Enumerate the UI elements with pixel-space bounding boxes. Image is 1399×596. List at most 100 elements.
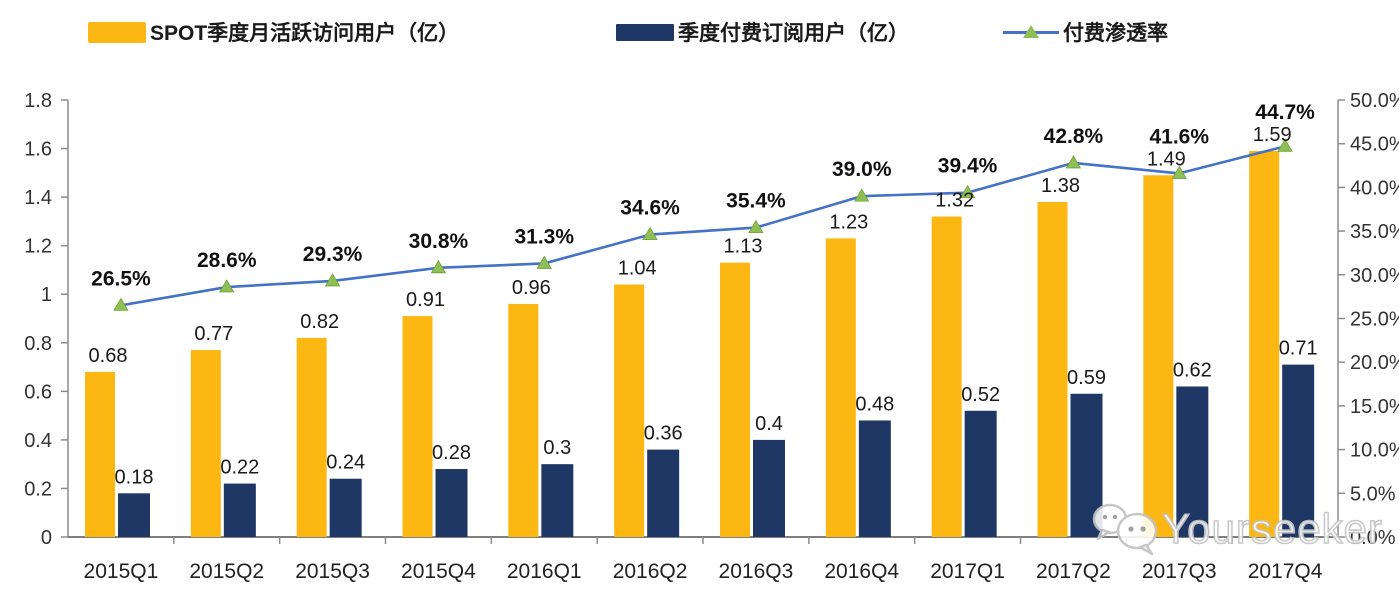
left-axis-tick-label: 0.4 bbox=[24, 430, 52, 452]
subscribers-bar bbox=[435, 469, 468, 537]
legend-item-penetration: 付费渗透率 bbox=[1003, 14, 1168, 50]
x-axis-category-label: 2016Q2 bbox=[613, 560, 688, 583]
subscribers-bar-label: 0.59 bbox=[1067, 367, 1106, 389]
left-axis-tick-label: 1.2 bbox=[24, 236, 52, 258]
legend: SPOT季度月活跃访问用户（亿） 季度付费订阅用户（亿） 付费渗透率 bbox=[0, 14, 1399, 54]
penetration-marker-icon bbox=[1277, 138, 1293, 152]
left-axis-tick-label: 0.2 bbox=[24, 478, 52, 500]
penetration-pct-label: 35.4% bbox=[726, 190, 786, 213]
mau-bar bbox=[1143, 175, 1174, 537]
mau-bar bbox=[296, 337, 327, 537]
right-axis-tick-label: 20.0% bbox=[1350, 352, 1399, 374]
penetration-marker-icon bbox=[642, 226, 658, 240]
triangle-marker-icon bbox=[1023, 24, 1039, 38]
mau-bar bbox=[614, 284, 645, 537]
penetration-marker-icon bbox=[324, 273, 341, 287]
subscribers-bar-label: 0.62 bbox=[1173, 359, 1212, 381]
subscribers-bar-label: 0.71 bbox=[1279, 338, 1318, 360]
right-axis-tick-label: 10.0% bbox=[1350, 440, 1399, 462]
legend-item-mau: SPOT季度月活跃访问用户（亿） bbox=[88, 14, 459, 50]
x-axis-category-label: 2015Q1 bbox=[84, 560, 159, 583]
mau-bar-label: 1.04 bbox=[618, 258, 657, 280]
subscribers-bar bbox=[541, 464, 574, 537]
right-axis-tick-label: 30.0% bbox=[1350, 265, 1399, 287]
left-axis-tick-label: 1.6 bbox=[24, 139, 52, 161]
subscribers-bar bbox=[964, 410, 997, 537]
mau-bar bbox=[85, 371, 115, 537]
mau-bar-label: 0.77 bbox=[194, 323, 233, 345]
subscribers-bar-label: 0.4 bbox=[755, 413, 783, 435]
x-axis-category-label: 2017Q2 bbox=[1036, 560, 1111, 583]
penetration-line-swatch bbox=[1003, 22, 1059, 43]
penetration-marker-icon bbox=[219, 279, 235, 293]
left-axis-tick-label: 1 bbox=[41, 284, 52, 306]
penetration-pct-label: 41.6% bbox=[1149, 125, 1209, 148]
mau-bar-label: 0.91 bbox=[406, 289, 445, 311]
legend-label-penetration: 付费渗透率 bbox=[1063, 22, 1168, 45]
subscribers-bar-label: 0.28 bbox=[432, 442, 471, 464]
penetration-pct-label: 34.6% bbox=[620, 197, 680, 220]
subscribers-bar bbox=[329, 478, 362, 537]
x-axis-category-label: 2017Q4 bbox=[1248, 560, 1323, 583]
penetration-pct-label: 26.5% bbox=[91, 267, 151, 290]
mau-bar-label: 1.32 bbox=[935, 190, 974, 212]
x-axis-category-label: 2017Q1 bbox=[930, 560, 1005, 583]
right-axis-tick-label: 5.0% bbox=[1350, 483, 1396, 505]
right-axis-tick-label: 25.0% bbox=[1350, 309, 1399, 331]
left-axis-tick-label: 0 bbox=[41, 527, 52, 549]
subscribers-bar bbox=[118, 493, 150, 537]
right-axis-tick-label: 0.0% bbox=[1350, 527, 1396, 549]
mau-bar-label: 1.23 bbox=[829, 211, 868, 233]
penetration-pct-label: 31.3% bbox=[514, 225, 574, 248]
subscribers-bar bbox=[1070, 393, 1103, 537]
penetration-pct-label: 42.8% bbox=[1044, 125, 1104, 148]
penetration-pct-label: 30.8% bbox=[409, 230, 469, 253]
penetration-marker-icon bbox=[1065, 155, 1082, 169]
subscribers-bar bbox=[647, 449, 680, 537]
left-axis-tick-label: 0.8 bbox=[24, 333, 52, 355]
subscribers-bar bbox=[753, 439, 785, 537]
mau-bar bbox=[508, 303, 539, 537]
mau-bar-label: 0.96 bbox=[512, 277, 551, 299]
right-axis-tick-label: 35.0% bbox=[1350, 221, 1399, 243]
subscribers-bar-label: 0.52 bbox=[961, 384, 1000, 406]
penetration-marker-icon bbox=[536, 255, 552, 269]
penetration-marker-icon bbox=[1171, 165, 1187, 179]
mau-bar-label: 0.68 bbox=[89, 345, 128, 367]
x-axis-category-label: 2015Q4 bbox=[401, 560, 476, 583]
x-axis-category-label: 2015Q2 bbox=[189, 560, 264, 583]
subscribers-bar bbox=[858, 420, 891, 537]
x-axis-category-label: 2016Q3 bbox=[719, 560, 794, 583]
penetration-pct-label: 44.7% bbox=[1255, 101, 1315, 124]
x-axis-category-label: 2016Q1 bbox=[507, 560, 582, 583]
subscribers-bar bbox=[1176, 386, 1209, 537]
penetration-pct-label: 39.0% bbox=[832, 158, 892, 181]
subscribers-bar-label: 0.22 bbox=[220, 457, 259, 479]
mau-bar-swatch bbox=[88, 21, 146, 43]
subscribers-bar-swatch bbox=[616, 23, 674, 41]
subscribers-bar-label: 0.3 bbox=[543, 437, 571, 459]
subscribers-bar-label: 0.24 bbox=[326, 452, 365, 474]
legend-label-subscribers: 季度付费订阅用户（亿） bbox=[678, 22, 909, 45]
penetration-pct-label: 28.6% bbox=[197, 249, 257, 272]
penetration-pct-label: 29.3% bbox=[303, 243, 363, 266]
penetration-pct-label: 39.4% bbox=[938, 155, 998, 178]
mau-bar-label: 1.38 bbox=[1041, 175, 1080, 197]
subscribers-bar bbox=[1282, 364, 1315, 537]
left-axis-tick-label: 1.4 bbox=[24, 187, 52, 209]
mau-bar bbox=[931, 216, 962, 538]
x-axis-category-label: 2017Q3 bbox=[1142, 560, 1217, 583]
right-axis-tick-label: 45.0% bbox=[1350, 134, 1399, 156]
right-axis-tick-label: 15.0% bbox=[1350, 396, 1399, 418]
penetration-marker-icon bbox=[959, 184, 976, 199]
mau-bar bbox=[1037, 201, 1068, 537]
subscribers-bar-label: 0.48 bbox=[855, 393, 894, 415]
penetration-marker-icon bbox=[748, 219, 764, 234]
penetration-line bbox=[120, 145, 1286, 307]
subscribers-bar-label: 0.36 bbox=[644, 423, 683, 445]
mau-bar-label: 0.82 bbox=[300, 311, 339, 333]
left-axis-tick-label: 1.8 bbox=[24, 90, 52, 112]
x-axis-category-label: 2015Q3 bbox=[295, 560, 370, 583]
mau-bar-label: 1.59 bbox=[1253, 124, 1292, 146]
